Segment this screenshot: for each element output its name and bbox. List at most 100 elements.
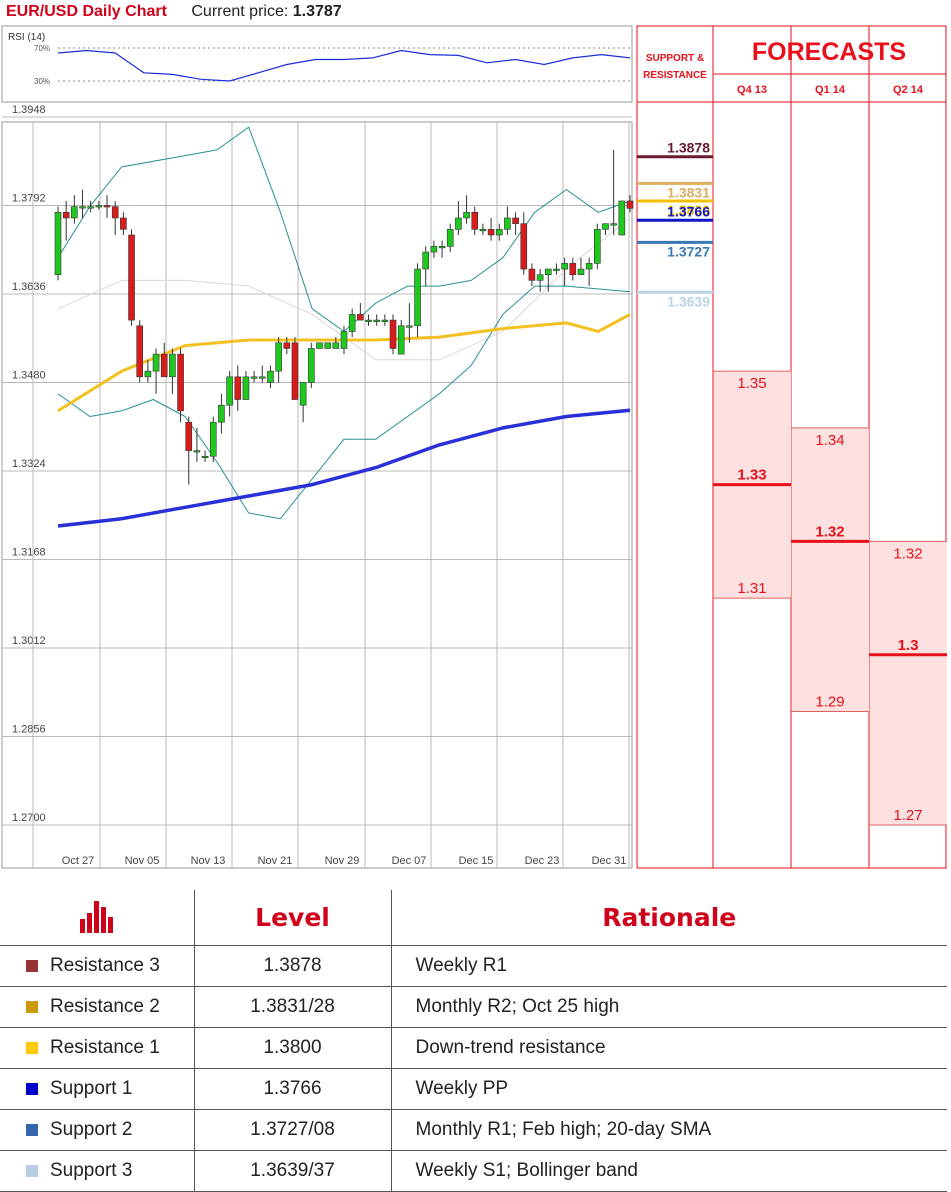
price-label: Current price: <box>191 3 289 20</box>
rsi-label: RSI (14) <box>8 32 45 43</box>
level-value: 1.3878 <box>193 945 391 987</box>
candle-body <box>332 342 340 349</box>
candle-body <box>275 342 282 372</box>
candle-body <box>218 404 225 423</box>
sr-header: RESISTANCE <box>643 70 707 81</box>
candle-body <box>357 314 364 321</box>
candle-body <box>455 217 462 230</box>
candle-body <box>291 342 299 400</box>
candle-body <box>381 319 389 322</box>
table-row: Support 3 1.3639/37 Weekly S1; Bollinger b… <box>0 1150 947 1192</box>
candle-body <box>128 234 135 321</box>
rsi-tick-label: 70% <box>34 44 50 53</box>
forecast-low-label: 1.27 <box>893 807 922 824</box>
candle-body <box>144 370 152 378</box>
candle-body <box>226 376 233 406</box>
color-swatch <box>26 1001 38 1013</box>
x-tick-label: Nov 29 <box>325 855 360 867</box>
rationale-text: Weekly PP <box>390 1068 947 1110</box>
sr-level-value: 1.3639 <box>667 293 710 309</box>
candle-body <box>209 421 217 457</box>
rationale-text: Weekly R1 <box>390 945 947 987</box>
forecast-median-label: 1.3 <box>898 637 919 654</box>
chart-area: RSI (14)70%30% 1.39481.37921.36361.34801… <box>1 25 947 869</box>
candle-body <box>136 325 144 378</box>
forecast-high-label: 1.34 <box>815 432 844 449</box>
candle-body <box>553 268 560 271</box>
candle-body <box>111 206 119 219</box>
candle-body <box>120 217 127 230</box>
color-swatch <box>26 1042 38 1054</box>
y-tick-label: 1.3012 <box>12 635 46 647</box>
forecast-high-label: 1.32 <box>893 545 922 562</box>
x-tick-label: Nov 05 <box>125 855 160 867</box>
sma-200-line <box>57 408 631 528</box>
candle-body <box>324 342 331 349</box>
candle-body <box>528 268 536 281</box>
candle-body <box>430 246 438 253</box>
candle-body <box>389 319 397 349</box>
candle-body <box>152 353 160 372</box>
candle-body <box>585 263 593 270</box>
y-tick-label: 1.3480 <box>12 370 46 382</box>
forecast-column-label: Q4 13 <box>737 84 767 96</box>
sr-level-value: 1.3800 <box>667 202 710 218</box>
table-row: Support 2 1.3727/08 Monthly R1; Feb high; … <box>0 1109 947 1151</box>
candle-body <box>169 353 176 378</box>
candle-body <box>177 353 184 412</box>
x-tick-label: Dec 31 <box>592 855 627 867</box>
forecast-high-label: 1.35 <box>737 375 766 392</box>
candle-body <box>520 223 528 270</box>
candle-body <box>495 229 503 236</box>
table-row: Resistance 3 1.3878 Weekly R1 <box>0 945 947 987</box>
level-name: Resistance 1 <box>50 1037 160 1058</box>
sr-level-value: 1.3831 <box>667 184 710 200</box>
table-row: Support 1 1.3766 Weekly PP <box>0 1068 947 1110</box>
y-tick-label: 1.3324 <box>12 458 46 470</box>
candle-body <box>626 200 634 209</box>
table-header-row: Level Rationale <box>0 890 947 946</box>
rationale-text: Monthly R1; Feb high; 20-day SMA <box>390 1109 947 1151</box>
candle-body <box>348 314 356 332</box>
candle-body <box>234 376 242 400</box>
rationale-text: Monthly R2; Oct 25 high <box>390 986 947 1028</box>
rationale-text: Weekly S1; Bollinger band <box>390 1150 947 1192</box>
forecast-panel: SUPPORT & RESISTANCE FORECASTS 1.3878 1.3831… <box>636 25 947 869</box>
candle-body <box>397 325 405 355</box>
level-value: 1.3831/28 <box>193 986 391 1028</box>
level-name-cell: Resistance 2 <box>0 986 194 1028</box>
candle-body <box>487 229 495 236</box>
candle-body <box>201 455 209 459</box>
sr-level-value: 1.3727 <box>667 243 710 259</box>
candle-body <box>160 353 168 378</box>
candle-body <box>610 223 617 226</box>
x-tick-label: Nov 21 <box>258 855 293 867</box>
level-name-cell: Support 3 <box>0 1150 194 1192</box>
candle-body <box>193 450 201 453</box>
level-value: 1.3800 <box>193 1027 391 1069</box>
rationale-text: Down-trend resistance <box>390 1027 947 1069</box>
x-tick-label: Dec 15 <box>459 855 494 867</box>
candle-body <box>422 251 430 270</box>
color-swatch <box>26 1165 38 1177</box>
candle-body <box>577 268 585 276</box>
x-tick-label: Dec 07 <box>392 855 427 867</box>
candle-body <box>446 229 454 247</box>
level-name-cell: Resistance 3 <box>0 945 194 987</box>
candle-body <box>594 229 601 264</box>
price-plot-frame <box>1 121 633 869</box>
x-tick-label: Dec 23 <box>525 855 560 867</box>
current-price: 1.3787 <box>292 3 342 20</box>
candle-body <box>250 376 258 379</box>
candle-body <box>340 331 348 349</box>
candle-body <box>569 263 577 276</box>
candle-body <box>258 376 266 379</box>
forecasts-title: FORECASTS <box>752 38 906 66</box>
level-name: Support 1 <box>50 1078 133 1099</box>
forecast-median-label: 1.33 <box>737 467 766 484</box>
level-name-cell: Support 1 <box>0 1068 194 1110</box>
candle-body <box>414 268 421 327</box>
candle-body <box>406 325 413 328</box>
candle-body <box>504 217 511 230</box>
candle-body <box>479 229 487 232</box>
